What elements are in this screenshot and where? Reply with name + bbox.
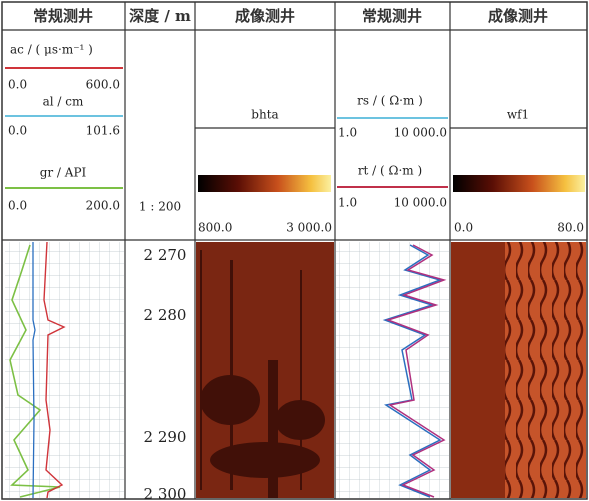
curve-name: ac / ( μs·m⁻¹ )	[10, 43, 93, 57]
image-name: wf1	[507, 108, 529, 122]
scale-min: 800.0	[198, 221, 232, 235]
depth-label: 2 290	[144, 428, 187, 446]
color-bar	[198, 175, 331, 192]
scale-min: 0.0	[8, 199, 27, 213]
depth-scale: 1 : 200	[139, 200, 181, 214]
scale-max: 80.0	[557, 221, 584, 235]
scale-max: 101.6	[86, 124, 120, 138]
column-title: 常规测井	[33, 7, 93, 25]
wf1-texture	[505, 242, 586, 498]
depth-label: 2 270	[144, 246, 187, 264]
scale-max: 600.0	[86, 78, 120, 92]
scale-min: 0.0	[8, 78, 27, 92]
scale-max: 200.0	[86, 199, 120, 213]
curve-name: al / cm	[43, 95, 84, 109]
well-log-figure: 常规测井 深度 / m 成像测井 常规测井 成像测井 ac / ( μs·m⁻¹…	[0, 0, 589, 501]
curve-name: rt / ( Ω·m )	[358, 164, 422, 178]
depth-label: 2 280	[144, 306, 187, 324]
scale-min: 0.0	[454, 221, 473, 235]
image-name: bhta	[251, 108, 278, 122]
column-title: 成像测井	[235, 7, 295, 25]
color-bar	[453, 175, 585, 192]
curve-name: rs / ( Ω·m )	[357, 94, 423, 108]
depth-label: 2 300	[144, 485, 187, 501]
log-grid	[336, 242, 449, 498]
column-title: 深度 / m	[129, 7, 191, 25]
scale-max: 10 000.0	[394, 126, 447, 140]
curve-name: gr / API	[40, 166, 87, 180]
scale-max: 10 000.0	[394, 196, 447, 210]
column-title: 常规测井	[362, 7, 422, 25]
scale-min: 0.0	[8, 124, 27, 138]
scale-min: 1.0	[338, 196, 357, 210]
scale-min: 1.0	[338, 126, 357, 140]
column-title: 成像测井	[488, 7, 548, 25]
scale-max: 3 000.0	[286, 221, 332, 235]
